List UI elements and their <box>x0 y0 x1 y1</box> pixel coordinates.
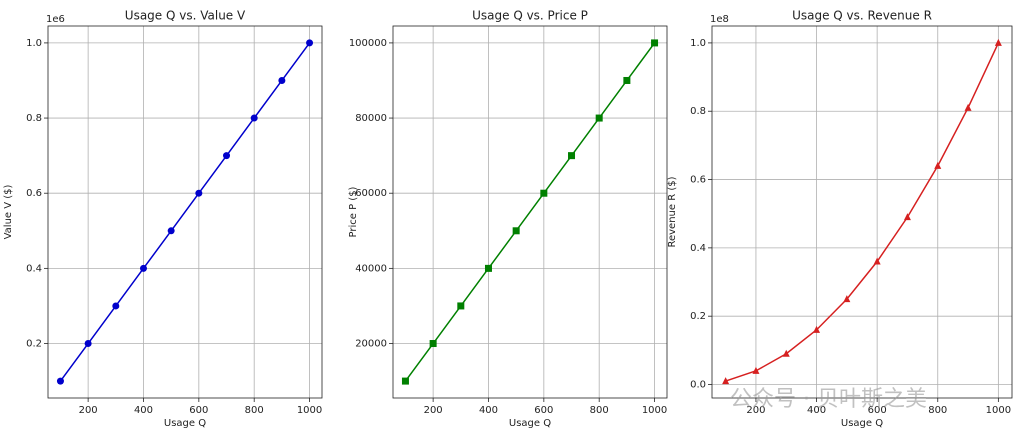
marker <box>112 302 120 310</box>
axis-offset-label: 1e8 <box>710 14 729 25</box>
x-tick-label: 600 <box>868 405 887 416</box>
y-tick-label: 60000 <box>355 188 387 199</box>
marker <box>195 189 203 197</box>
x-tick-label: 800 <box>590 405 609 416</box>
y-tick-label: 0.0 <box>690 380 706 391</box>
x-tick-label: 400 <box>134 405 153 416</box>
y-tick-label: 100000 <box>349 38 387 49</box>
marker <box>994 38 1002 46</box>
y-tick-label: 20000 <box>355 339 387 350</box>
y-tick-label: 0.6 <box>26 188 42 199</box>
marker <box>484 264 492 272</box>
chart-title: Usage Q vs. Revenue R <box>792 9 932 23</box>
x-tick-label: 400 <box>479 405 498 416</box>
series-line <box>725 42 1000 382</box>
x-tick-label: 200 <box>424 405 443 416</box>
series-line <box>404 42 656 382</box>
marker <box>843 295 851 303</box>
y-tick-label: 80000 <box>355 113 387 124</box>
y-tick-label: 1.0 <box>26 38 42 49</box>
x-tick-label: 600 <box>189 405 208 416</box>
marker <box>752 366 760 374</box>
x-tick-label: 1000 <box>297 405 322 416</box>
marker <box>623 76 631 84</box>
marker <box>167 227 175 235</box>
marker <box>250 114 258 122</box>
marker <box>306 39 314 47</box>
marker <box>540 189 548 197</box>
x-tick-label: 800 <box>928 405 947 416</box>
marker <box>401 377 409 385</box>
marker <box>934 161 942 169</box>
x-tick-label: 200 <box>79 405 98 416</box>
x-axis-label: Usage Q <box>841 418 883 429</box>
x-tick-label: 600 <box>534 405 553 416</box>
chart-title: Usage Q vs. Price P <box>472 9 588 23</box>
marker <box>964 103 972 111</box>
marker <box>457 302 465 310</box>
marker <box>223 152 231 160</box>
y-tick-label: 1.0 <box>690 38 706 49</box>
x-tick-label: 400 <box>807 405 826 416</box>
x-axis-label: Usage Q <box>509 418 551 429</box>
y-axis-label: Value V ($) <box>3 184 14 239</box>
y-tick-label: 0.4 <box>26 263 42 274</box>
marker <box>56 377 64 385</box>
x-axis-label: Usage Q <box>164 418 206 429</box>
y-tick-label: 0.2 <box>690 311 706 322</box>
x-tick-label: 1000 <box>986 405 1011 416</box>
axes-frame <box>711 25 1013 399</box>
x-tick-label: 1000 <box>642 405 667 416</box>
marker <box>139 264 147 272</box>
marker <box>782 349 790 357</box>
series-line <box>59 42 311 382</box>
y-tick-label: 40000 <box>355 263 387 274</box>
marker <box>722 377 730 385</box>
marker <box>903 213 911 221</box>
marker <box>568 152 576 160</box>
marker <box>429 340 437 348</box>
y-tick-label: 0.2 <box>26 339 42 350</box>
axes-frame <box>392 25 668 399</box>
x-tick-label: 800 <box>245 405 264 416</box>
marker <box>84 340 92 348</box>
y-axis-label: Price P ($) <box>348 186 359 237</box>
marker <box>873 257 881 265</box>
y-tick-label: 0.4 <box>690 243 706 254</box>
axis-offset-label: 1e6 <box>46 14 65 25</box>
axes-frame <box>47 25 323 399</box>
y-axis-label: Revenue R ($) <box>667 176 678 247</box>
marker <box>278 76 286 84</box>
marker <box>813 325 821 333</box>
chart-title: Usage Q vs. Value V <box>125 9 246 23</box>
x-tick-label: 200 <box>746 405 765 416</box>
y-tick-label: 0.8 <box>690 106 706 117</box>
marker <box>651 39 659 47</box>
y-tick-label: 0.6 <box>690 175 706 186</box>
marker <box>512 227 520 235</box>
marker <box>595 114 603 122</box>
y-tick-label: 0.8 <box>26 113 42 124</box>
watermark: 公众号 · 贝叶斯之美 <box>730 387 927 412</box>
